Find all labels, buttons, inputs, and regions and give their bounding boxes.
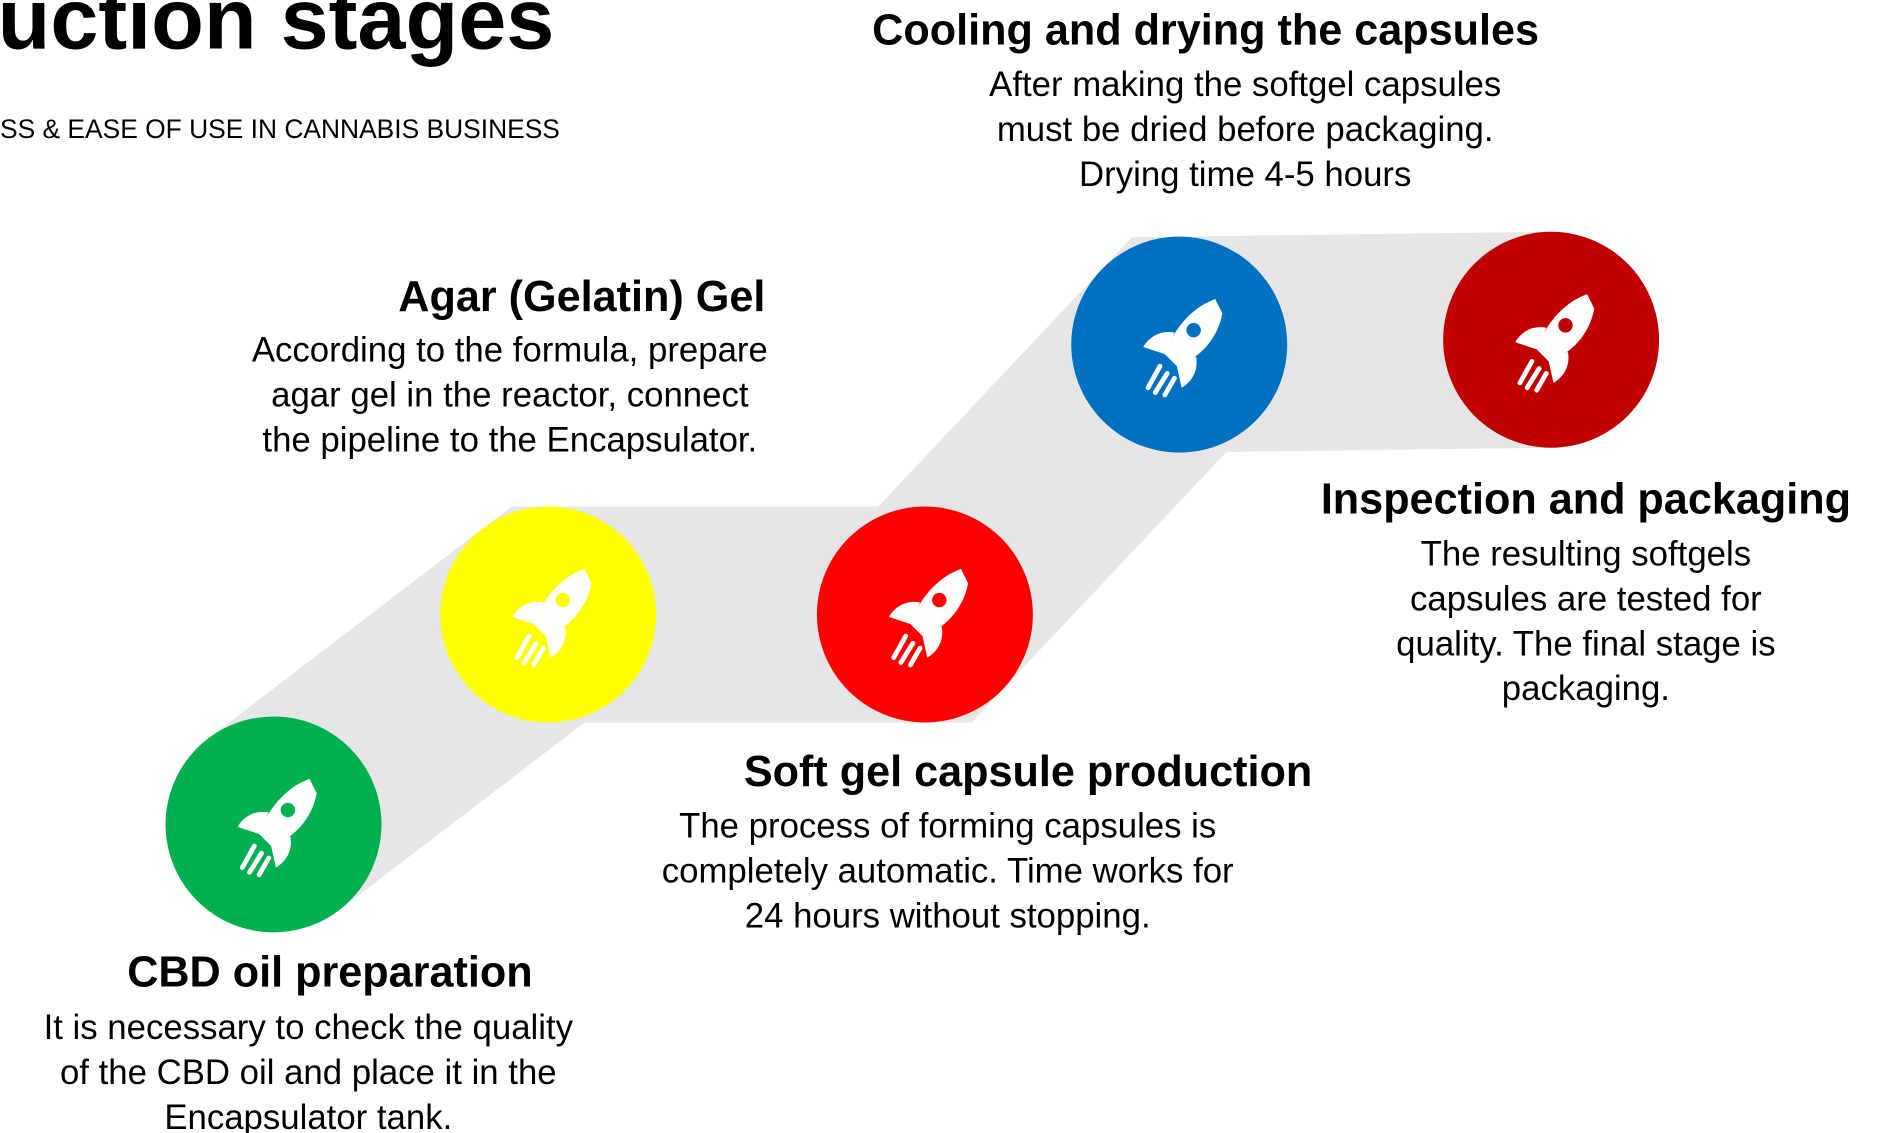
step-title: Cooling and drying the capsules [872,7,1539,55]
step-text: capsules are tested for [1410,580,1762,618]
step-text: must be dried before packaging. [997,111,1494,149]
step-text: The resulting softgels [1421,535,1751,573]
step-text: packaging. [1502,670,1670,708]
step-title: Agar (Gelatin) Gel [398,273,765,321]
subtitle: SS & EASE OF USE IN CANNABIS BUSINESS [0,114,560,144]
step-text: the pipeline to the Encapsulator. [262,421,757,459]
step-text: Encapsulator tank. [164,1099,452,1133]
step-text: After making the softgel capsules [989,66,1501,104]
step-text: According to the formula, prepare [252,331,768,369]
step-title: Inspection and packaging [1321,476,1851,524]
step-text: 24 hours without stopping. [745,898,1151,936]
step-title: CBD oil preparation [127,948,532,996]
step-text: of the CBD oil and place it in the [60,1054,557,1092]
step-text: agar gel in the reactor, connect [271,376,749,414]
step-text: quality. The final stage is [1396,625,1775,663]
title: uction stages [0,0,554,67]
step-text: Drying time 4-5 hours [1079,156,1411,194]
step-title: Soft gel capsule production [744,748,1312,796]
step-text: It is necessary to check the quality [44,1009,574,1047]
step-text: completely automatic. Time works for [662,853,1234,891]
step-text: The process of forming capsules is [679,808,1216,846]
